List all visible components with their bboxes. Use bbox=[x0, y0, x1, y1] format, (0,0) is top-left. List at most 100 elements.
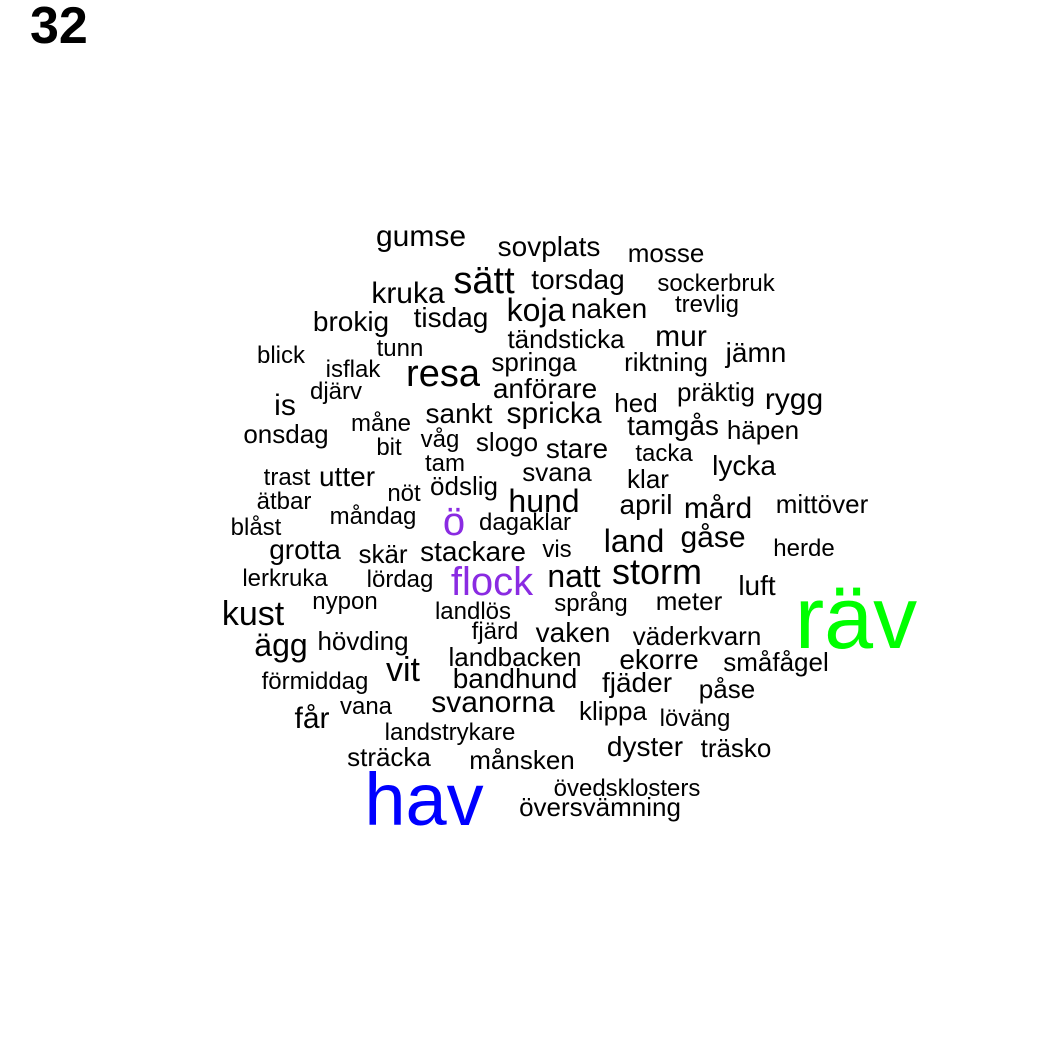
word-o: ö bbox=[442, 500, 466, 544]
word-gase: gåse bbox=[680, 521, 746, 554]
word-mittover: mittöver bbox=[775, 489, 869, 519]
word-hund: hund bbox=[508, 483, 580, 519]
word-ovedsklosters: övedsklosters bbox=[553, 775, 701, 802]
word-klar: klar bbox=[627, 464, 669, 494]
word-tisdag: tisdag bbox=[413, 302, 489, 333]
word-hav: hav bbox=[364, 758, 484, 841]
word-landlos: landlös bbox=[434, 598, 512, 625]
word-lordag: lördag bbox=[366, 566, 434, 593]
word-meter: meter bbox=[655, 586, 723, 616]
word-vana: vana bbox=[339, 693, 393, 720]
word-landstrykare: landstrykare bbox=[384, 719, 516, 746]
word-rav: räv bbox=[794, 568, 918, 667]
word-svana: svana bbox=[522, 457, 592, 487]
word-stracka: sträcka bbox=[347, 742, 431, 772]
word-onsdag: onsdag bbox=[243, 419, 329, 449]
word-trast: trast bbox=[263, 464, 311, 491]
word-hovding: hövding bbox=[317, 626, 409, 656]
word-sovplats: sovplats bbox=[497, 231, 601, 262]
word-vaderkvarn: väderkvarn bbox=[632, 621, 762, 651]
word-svanorna: svanorna bbox=[431, 686, 555, 719]
word-odslig: ödslig bbox=[430, 471, 498, 501]
word-tacka: tacka bbox=[635, 440, 693, 467]
word-is: is bbox=[274, 389, 296, 422]
word-storm: storm bbox=[612, 551, 702, 592]
word-tunn: tunn bbox=[376, 335, 424, 362]
word-satt: sätt bbox=[453, 260, 515, 302]
word-stackare: stackare bbox=[420, 536, 526, 567]
word-mosse: mosse bbox=[627, 238, 705, 268]
word-naken: naken bbox=[570, 293, 648, 324]
word-blast: blåst bbox=[230, 514, 282, 541]
word-bit: bit bbox=[376, 434, 402, 461]
word-mandag: måndag bbox=[329, 503, 417, 530]
word-luft: luft bbox=[738, 570, 776, 601]
word-herde: herde bbox=[773, 535, 835, 562]
word-hapen: häpen bbox=[726, 415, 800, 445]
word-riktning: riktning bbox=[624, 347, 708, 377]
word-torsdag: torsdag bbox=[531, 264, 625, 295]
word-klippa: klippa bbox=[579, 696, 647, 726]
word-tam: tam bbox=[424, 450, 466, 477]
word-kust: kust bbox=[221, 595, 285, 633]
word-tamgas: tamgås bbox=[627, 410, 719, 441]
word-agg: ägg bbox=[254, 627, 308, 663]
word-dagaklar: dagaklar bbox=[478, 509, 572, 536]
word-vit: vit bbox=[386, 651, 420, 689]
word-kruka: kruka bbox=[371, 277, 445, 310]
word-gumse: gumse bbox=[375, 220, 467, 253]
word-sprang: språng bbox=[554, 590, 628, 617]
word-far: får bbox=[294, 702, 330, 735]
word-utter: utter bbox=[318, 461, 376, 492]
word-landbacken: landbacken bbox=[448, 642, 582, 672]
word-flock: flock bbox=[450, 560, 534, 604]
word-mur: mur bbox=[655, 320, 707, 353]
word-stare: stare bbox=[545, 433, 609, 464]
word-natt: natt bbox=[547, 558, 601, 594]
word-nypon: nypon bbox=[312, 588, 378, 615]
word-vag: våg bbox=[420, 426, 460, 453]
word-trevlig: trevlig bbox=[674, 291, 740, 318]
word-djarv: djärv bbox=[309, 378, 363, 405]
word-hed: hed bbox=[614, 388, 658, 418]
word-springa: springa bbox=[491, 347, 577, 377]
word-pase: påse bbox=[698, 674, 756, 704]
word-atbar: ätbar bbox=[256, 488, 312, 515]
word-jamn: jämn bbox=[725, 337, 787, 368]
word-slogo: slogo bbox=[475, 427, 539, 457]
word-praktig: präktig bbox=[676, 377, 756, 407]
word-fjader: fjäder bbox=[601, 667, 673, 698]
word-bandhund: bandhund bbox=[452, 663, 578, 694]
word-oversvamning: översvämning bbox=[519, 792, 681, 822]
page-number: 32 bbox=[30, 0, 88, 55]
word-lycka: lycka bbox=[712, 450, 776, 481]
word-sockerbruk: sockerbruk bbox=[657, 270, 775, 297]
word-ekorre: ekorre bbox=[619, 644, 699, 675]
word-skar: skär bbox=[358, 539, 408, 569]
word-koja: koja bbox=[506, 292, 566, 328]
word-dyster: dyster bbox=[606, 731, 684, 762]
word-brokig: brokig bbox=[312, 306, 390, 337]
word-spricka: spricka bbox=[506, 397, 602, 430]
word-lerkruka: lerkruka bbox=[242, 565, 328, 592]
word-isflak: isflak bbox=[325, 356, 381, 383]
word-land: land bbox=[603, 523, 665, 559]
word-trasko: träsko bbox=[700, 733, 772, 763]
word-resa: resa bbox=[406, 353, 480, 395]
word-anforare: anförare bbox=[492, 373, 598, 404]
word-april: april bbox=[619, 489, 673, 520]
word-sankt: sankt bbox=[425, 398, 493, 429]
word-mard: mård bbox=[683, 492, 753, 525]
word-not: nöt bbox=[387, 480, 421, 507]
word-tandsticka: tändsticka bbox=[507, 324, 625, 354]
word-vis: vis bbox=[542, 536, 572, 563]
word-formiddag: förmiddag bbox=[261, 668, 369, 695]
word-blick: blick bbox=[256, 342, 306, 369]
word-smafagel: småfågel bbox=[723, 647, 829, 677]
word-lovang: löväng bbox=[659, 705, 731, 732]
word-rygg: rygg bbox=[764, 383, 824, 416]
word-mane: måne bbox=[350, 410, 412, 437]
word-grotta: grotta bbox=[269, 534, 341, 565]
